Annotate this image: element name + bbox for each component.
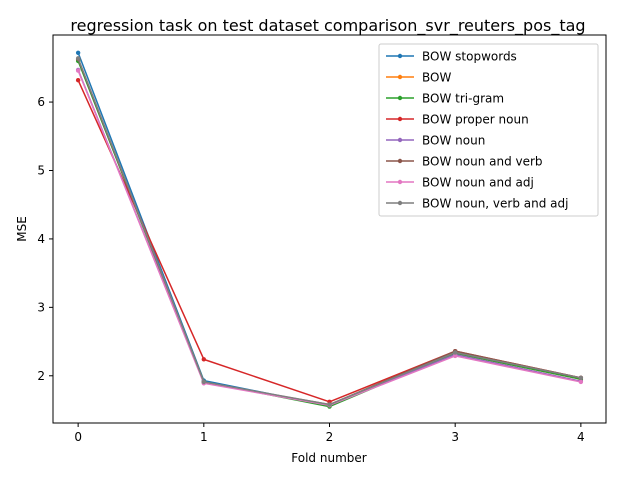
y-tick-label: 5 (37, 163, 45, 177)
data-point (452, 350, 458, 355)
legend-marker (397, 53, 403, 59)
x-tick-label: 2 (326, 430, 334, 444)
legend-marker (397, 179, 403, 185)
legend-label: BOW (422, 71, 451, 85)
x-axis: 0 1 2 3 4 (74, 423, 585, 444)
legend-marker (397, 116, 403, 122)
data-point (75, 77, 81, 83)
data-point (75, 50, 81, 55)
legend-marker (397, 95, 403, 101)
data-point (578, 379, 584, 385)
x-tick-label: 3 (451, 430, 459, 444)
legend-marker (397, 74, 403, 80)
y-axis: 2 3 4 5 6 (37, 95, 53, 383)
x-tick-label: 0 (74, 430, 82, 444)
data-point (578, 375, 584, 381)
legend-box (378, 43, 599, 217)
legend-label: BOW noun and adj (422, 176, 534, 190)
legend-marker (397, 137, 403, 143)
data-point (201, 379, 207, 385)
legend-marker (397, 158, 403, 164)
data-point (201, 357, 207, 362)
series-layer (75, 50, 584, 409)
legend-label: BOW tri-gram (422, 92, 504, 106)
data-point (75, 56, 81, 61)
y-tick-label: 2 (37, 369, 45, 383)
chart-title: regression task on test dataset comparis… (70, 16, 585, 36)
y-tick-label: 4 (37, 232, 45, 246)
y-tick-label: 3 (37, 300, 45, 314)
legend-label: BOW noun (422, 134, 485, 148)
x-axis-label: Fold number (291, 451, 366, 465)
series-group (75, 56, 584, 407)
legend-label: BOW stopwords (422, 50, 517, 64)
x-tick-label: 1 (200, 430, 208, 444)
legend-marker (397, 200, 403, 206)
y-tick-label: 6 (37, 95, 45, 109)
data-point (327, 402, 332, 407)
x-tick-label: 4 (577, 430, 585, 444)
legend-label: BOW noun, verb and adj (422, 197, 568, 211)
data-point (452, 353, 458, 359)
legend-label: BOW noun and verb (422, 155, 543, 169)
legend: BOW stopwords BOW BOW tri-gram BOW proper n… (378, 43, 599, 217)
y-axis-label: MSE (15, 216, 29, 242)
legend-label: BOW proper noun (422, 113, 529, 127)
data-point (75, 68, 81, 73)
